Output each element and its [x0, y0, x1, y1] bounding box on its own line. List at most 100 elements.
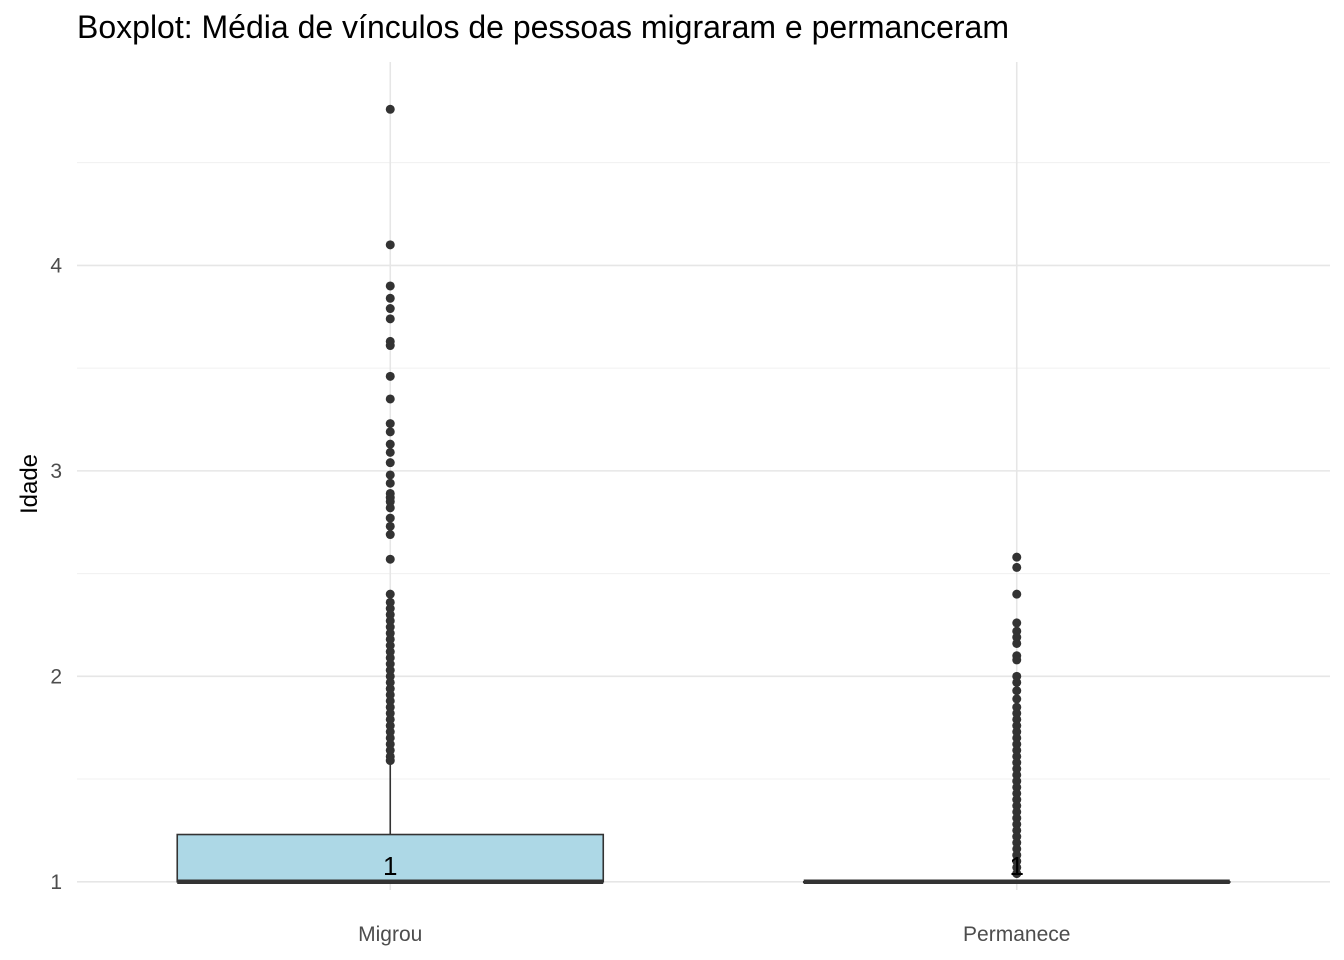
y-tick-label: 4 — [50, 254, 62, 277]
outlier-point — [385, 439, 395, 449]
outlier-point — [385, 530, 395, 540]
outlier-point — [1012, 671, 1022, 681]
outlier-point — [385, 521, 395, 531]
outlier-point — [385, 628, 395, 638]
outlier-point — [385, 677, 395, 687]
outlier-point — [385, 702, 395, 712]
outlier-point — [385, 653, 395, 663]
median-label: 1 — [383, 851, 397, 881]
outlier-point — [385, 665, 395, 675]
outlier-point — [1012, 632, 1022, 642]
outlier-point — [1012, 727, 1022, 737]
outlier-point — [385, 647, 395, 657]
outlier-point — [1012, 708, 1022, 718]
outlier-point — [1012, 702, 1022, 712]
outlier-point — [385, 733, 395, 743]
outlier-point — [1012, 776, 1022, 786]
outlier-point — [385, 470, 395, 480]
outlier-point — [385, 427, 395, 437]
outlier-point — [1012, 770, 1022, 780]
box-body — [176, 833, 605, 883]
outlier-point — [1012, 825, 1022, 835]
outlier-point — [385, 314, 395, 324]
outlier-point — [385, 447, 395, 457]
outlier-point — [385, 304, 395, 314]
outlier-point — [1012, 638, 1022, 648]
box-group-permanece: 1 — [802, 552, 1231, 885]
outlier-point — [1012, 813, 1022, 823]
outlier-point — [385, 684, 395, 694]
outlier-point — [385, 458, 395, 468]
outlier-point — [1012, 733, 1022, 743]
outlier-point — [385, 696, 395, 706]
outlier-point — [1012, 838, 1022, 848]
outlier-point — [385, 281, 395, 291]
outlier-point — [385, 503, 395, 513]
outlier-point — [1012, 850, 1022, 860]
outlier-point — [1012, 856, 1022, 866]
outlier-point — [1012, 862, 1022, 872]
outlier-point — [385, 690, 395, 700]
outlier-point — [1012, 819, 1022, 829]
outlier-point — [385, 721, 395, 731]
outlier-point — [1012, 758, 1022, 768]
outlier-point — [1012, 869, 1022, 879]
outlier-point — [385, 739, 395, 749]
outlier-point — [385, 659, 395, 669]
outlier-point — [385, 634, 395, 644]
outlier-point — [385, 622, 395, 632]
outlier-point — [1012, 832, 1022, 842]
outlier-point — [385, 671, 395, 681]
outlier-point — [385, 497, 395, 507]
axis-layer: 1 2 3 4 Migrou Permanece — [50, 254, 1070, 946]
outlier-point — [385, 714, 395, 724]
outlier-point — [1012, 801, 1022, 811]
outlier-point — [1012, 751, 1022, 761]
outlier-point — [1012, 721, 1022, 731]
outlier-point — [1012, 739, 1022, 749]
outlier-point — [385, 293, 395, 303]
outlier-point — [385, 104, 395, 114]
outlier-point — [385, 708, 395, 718]
outlier-point — [1012, 745, 1022, 755]
outlier-point — [385, 554, 395, 564]
outlier-point — [1012, 795, 1022, 805]
outlier-point — [1012, 677, 1022, 687]
outlier-point — [385, 604, 395, 614]
outlier-point — [385, 341, 395, 351]
median-label: 1 — [1010, 851, 1024, 881]
outlier-point — [1012, 694, 1022, 704]
outlier-point — [385, 240, 395, 250]
chart-title: Boxplot: Média de vínculos de pessoas mi… — [77, 9, 1009, 45]
y-tick-label: 2 — [50, 665, 62, 688]
outlier-point — [1012, 686, 1022, 696]
outlier-point — [1012, 655, 1022, 665]
outlier-point — [385, 419, 395, 429]
outlier-point — [385, 727, 395, 737]
x-tick-label: Permanece — [963, 923, 1070, 946]
outlier-point — [385, 610, 395, 620]
outlier-point — [385, 513, 395, 523]
outlier-point — [1012, 807, 1022, 817]
box-group-migrou: 1 — [176, 104, 605, 885]
outlier-point — [385, 371, 395, 381]
outlier-point — [1012, 764, 1022, 774]
outlier-point — [385, 616, 395, 626]
outlier-point — [385, 478, 395, 488]
grid-layer — [77, 62, 1330, 890]
outlier-point — [1012, 618, 1022, 628]
x-tick-label: Migrou — [358, 923, 422, 946]
outlier-point — [1012, 562, 1022, 572]
outlier-point — [385, 589, 395, 599]
outlier-point — [1012, 782, 1022, 792]
outlier-point — [385, 756, 395, 766]
outlier-point — [1012, 844, 1022, 854]
outlier-point — [1012, 788, 1022, 798]
y-tick-label: 1 — [50, 871, 62, 894]
outlier-point — [1012, 626, 1022, 636]
outlier-point — [1012, 714, 1022, 724]
outlier-point — [385, 394, 395, 404]
y-tick-label: 3 — [50, 460, 62, 483]
